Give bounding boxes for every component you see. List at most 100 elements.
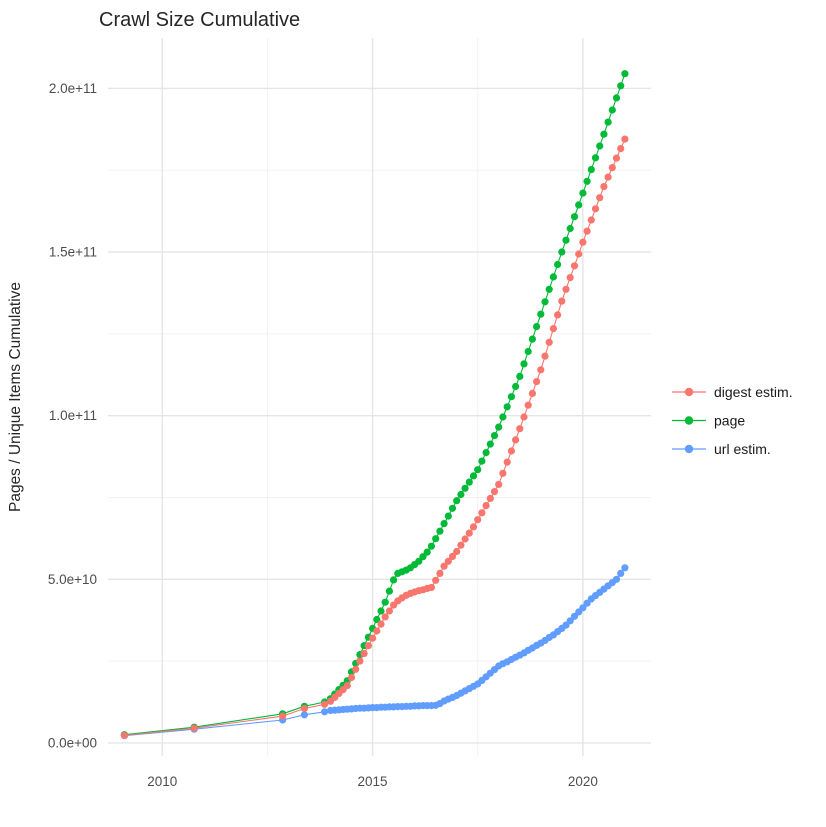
y-tick-label: 1.5e+11 bbox=[49, 245, 97, 260]
data-point bbox=[591, 154, 600, 162]
data-point bbox=[486, 494, 494, 502]
data-point bbox=[579, 189, 587, 197]
data-point bbox=[495, 480, 503, 488]
y-tick-label: 1.0e+11 bbox=[49, 408, 97, 423]
data-point bbox=[381, 598, 389, 606]
data-point bbox=[524, 401, 532, 409]
y-axis-tick-labels: 0.0e+00 5.0e+10 1.0e+11 1.5e+11 2.0e+11 bbox=[48, 81, 97, 751]
data-point bbox=[617, 569, 625, 578]
data-point bbox=[321, 700, 329, 708]
data-point bbox=[385, 587, 393, 595]
data-point bbox=[432, 535, 440, 543]
data-point bbox=[461, 535, 469, 543]
data-point bbox=[541, 298, 549, 306]
data-point bbox=[478, 509, 486, 517]
data-point bbox=[516, 425, 524, 433]
data-point bbox=[427, 583, 435, 592]
data-point bbox=[583, 177, 591, 185]
data-point bbox=[300, 711, 308, 719]
data-point bbox=[562, 236, 570, 244]
data-point bbox=[482, 502, 490, 510]
legend-key-dot bbox=[684, 444, 694, 454]
data-point bbox=[453, 547, 461, 556]
data-point bbox=[503, 458, 511, 466]
data-point bbox=[444, 512, 452, 520]
data-point bbox=[347, 673, 356, 682]
legend-item-digest-estim-: digest estim. bbox=[672, 384, 793, 400]
data-point bbox=[621, 564, 629, 572]
data-point bbox=[448, 504, 457, 512]
legend-key-dot bbox=[684, 387, 694, 397]
x-axis-tick-labels: 2010 2015 2020 bbox=[147, 774, 598, 789]
data-point bbox=[436, 569, 444, 578]
data-point bbox=[516, 372, 524, 380]
gridlines-minor bbox=[108, 38, 651, 756]
data-point bbox=[507, 393, 515, 401]
data-point bbox=[465, 529, 473, 537]
data-point bbox=[554, 260, 562, 269]
data-point bbox=[566, 224, 574, 233]
data-point bbox=[373, 627, 381, 635]
data-point bbox=[608, 106, 616, 114]
series-line-digest-estim- bbox=[124, 138, 626, 736]
series-layer bbox=[120, 70, 629, 740]
data-point bbox=[419, 553, 427, 561]
data-point bbox=[587, 216, 595, 224]
x-tick-label: 2020 bbox=[568, 774, 598, 789]
data-point bbox=[566, 617, 574, 625]
y-axis-title: Pages / Unique Items Cumulative bbox=[7, 282, 24, 512]
data-point bbox=[360, 650, 368, 658]
legend-label: digest estim. bbox=[714, 384, 793, 400]
data-point bbox=[600, 130, 608, 138]
data-point bbox=[499, 413, 507, 421]
data-point bbox=[453, 497, 461, 505]
data-point bbox=[570, 213, 579, 221]
data-point bbox=[507, 447, 515, 455]
data-point bbox=[604, 173, 612, 181]
data-point bbox=[579, 238, 587, 246]
data-point bbox=[596, 142, 604, 150]
data-point bbox=[352, 665, 360, 673]
data-point bbox=[520, 413, 528, 421]
data-point bbox=[612, 154, 621, 162]
data-point bbox=[490, 488, 499, 496]
data-point bbox=[621, 70, 629, 78]
data-point bbox=[486, 440, 494, 448]
y-tick-label: 2.0e+11 bbox=[49, 81, 97, 96]
data-point bbox=[600, 183, 608, 191]
data-point bbox=[373, 615, 381, 624]
data-point bbox=[490, 432, 499, 440]
data-point bbox=[321, 708, 329, 716]
data-point bbox=[570, 262, 579, 270]
data-point bbox=[432, 576, 440, 584]
legend-key-dot bbox=[684, 416, 694, 425]
data-point bbox=[474, 516, 482, 524]
legend-label: page bbox=[714, 413, 745, 429]
data-point bbox=[343, 682, 351, 690]
data-point bbox=[300, 704, 308, 713]
data-point bbox=[604, 118, 612, 126]
data-point bbox=[423, 548, 431, 556]
data-point bbox=[566, 274, 574, 282]
data-point bbox=[427, 542, 435, 550]
data-point bbox=[575, 250, 583, 258]
data-point bbox=[511, 382, 520, 391]
data-point bbox=[440, 520, 448, 528]
chart-title: Crawl Size Cumulative bbox=[99, 9, 300, 31]
data-point bbox=[621, 135, 629, 143]
data-point bbox=[617, 82, 625, 90]
data-point bbox=[575, 201, 583, 209]
data-point bbox=[596, 194, 604, 202]
data-point bbox=[533, 323, 541, 331]
x-tick-label: 2010 bbox=[147, 774, 177, 789]
data-point bbox=[190, 724, 198, 732]
data-point bbox=[541, 352, 549, 360]
data-point bbox=[390, 576, 398, 584]
data-point bbox=[415, 557, 423, 565]
data-point bbox=[385, 607, 393, 615]
data-point bbox=[537, 366, 545, 374]
data-point bbox=[524, 347, 532, 356]
data-point bbox=[478, 457, 486, 465]
data-point bbox=[436, 527, 444, 535]
